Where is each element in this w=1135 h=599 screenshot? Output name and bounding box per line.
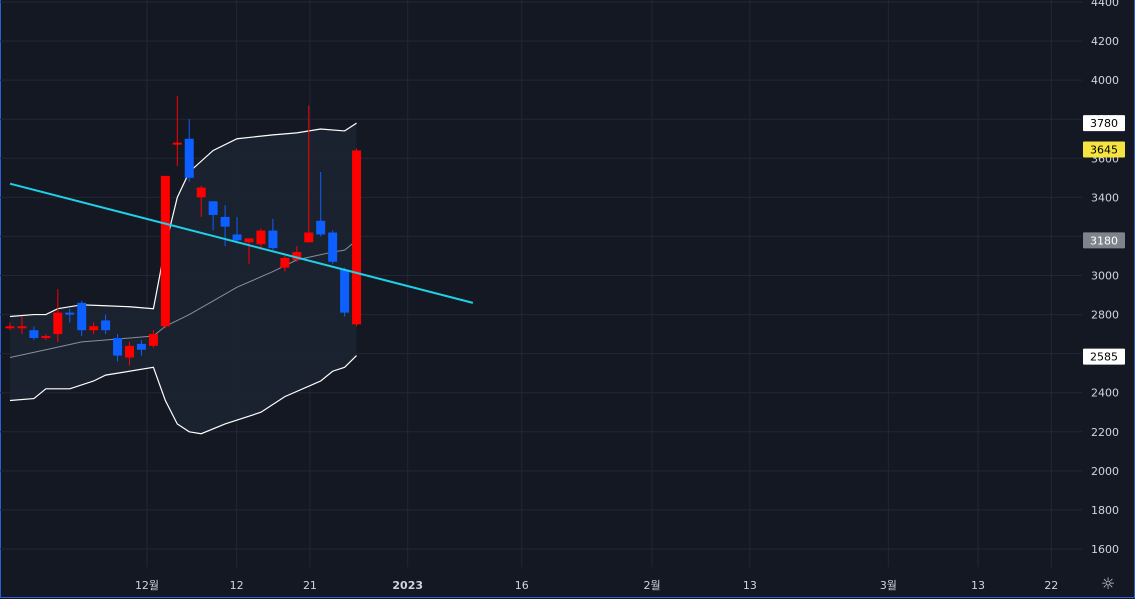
- candle-body: [148, 334, 158, 346]
- y-tick-label: 4000: [1091, 74, 1119, 87]
- bollinger-bands: [9, 122, 357, 435]
- candle-body: [340, 269, 350, 313]
- candle-body: [220, 216, 230, 227]
- x-tick-label: 2월: [644, 579, 661, 592]
- y-tick-label: 2200: [1091, 426, 1119, 439]
- time-axis[interactable]: 12월 12 21 2023 16 2월 13 3월 13 22: [135, 579, 1058, 592]
- bollinger-fill: [10, 123, 357, 434]
- candle-body: [232, 234, 242, 241]
- x-tick-label: 12: [230, 579, 244, 592]
- price-label-box: [1083, 141, 1125, 158]
- y-tick-label: 1600: [1091, 543, 1119, 556]
- candle-body: [89, 326, 99, 331]
- candle-body: [136, 343, 146, 350]
- trend-line-group: [9, 182, 474, 304]
- x-tick-label: 22: [1044, 579, 1058, 592]
- y-tick-label: 2800: [1091, 309, 1119, 322]
- candle-body: [208, 201, 218, 215]
- gear-icon[interactable]: ☼: [1100, 574, 1116, 593]
- price-label-text: 3780: [1090, 117, 1118, 130]
- bollinger-area: [10, 123, 357, 434]
- price-label-box: [1083, 232, 1125, 249]
- y-tick-label: 4200: [1091, 35, 1119, 48]
- candle-body: [29, 330, 39, 339]
- candle-body: [268, 230, 278, 249]
- bollinger-middle-line: [9, 239, 357, 359]
- candle-body: [113, 338, 123, 356]
- x-tick-label: 16: [515, 579, 529, 592]
- y-tick-label: 2400: [1091, 387, 1119, 400]
- x-tick-label: 3월: [880, 579, 897, 592]
- price-label-text: 3645: [1090, 143, 1118, 156]
- price-label-box: [1083, 115, 1125, 132]
- y-tick-label: 2000: [1091, 465, 1119, 478]
- candle-body: [196, 187, 206, 198]
- x-tick-label: 13: [971, 579, 985, 592]
- y-tick-label: 4400: [1091, 0, 1119, 9]
- y-tick-label: 3000: [1091, 270, 1119, 283]
- bollinger-upper-line: [9, 122, 357, 318]
- candle-body: [101, 320, 111, 331]
- x-tick-label: 2023: [392, 579, 423, 592]
- candle-body: [184, 138, 194, 178]
- x-tick-label: 13: [743, 579, 757, 592]
- candle-body: [292, 252, 302, 260]
- candle-body: [41, 336, 51, 339]
- candle-body: [280, 257, 290, 268]
- price-label-text: 2585: [1090, 351, 1118, 364]
- candles: [5, 95, 362, 366]
- candle-body: [77, 302, 87, 331]
- candle-body: [304, 232, 314, 243]
- candle-body: [125, 345, 134, 358]
- candle-body: [5, 326, 15, 329]
- candle-body: [256, 230, 266, 245]
- candle-body: [352, 150, 362, 325]
- candle-body: [172, 142, 182, 145]
- candle-body: [244, 238, 254, 243]
- y-tick-label: 1800: [1091, 504, 1119, 517]
- y-tick-label: 3400: [1091, 191, 1119, 204]
- candle-body: [65, 312, 75, 315]
- price-labels: 3780 3645 3180 2585: [1083, 115, 1125, 365]
- x-tick-label: 12월: [135, 579, 159, 592]
- price-axis[interactable]: 1600180020002200240026002800300032003400…: [1091, 0, 1119, 556]
- candle-body: [316, 220, 326, 235]
- candle-body: [160, 175, 170, 327]
- candle-body: [328, 232, 338, 262]
- x-tick-label: 21: [303, 579, 317, 592]
- candle-body: [53, 312, 63, 335]
- bollinger-lower-line: [9, 355, 357, 435]
- candle-body: [17, 326, 27, 329]
- trend-line: [9, 182, 474, 304]
- price-label-text: 3180: [1090, 234, 1118, 247]
- price-label-box: [1083, 348, 1125, 365]
